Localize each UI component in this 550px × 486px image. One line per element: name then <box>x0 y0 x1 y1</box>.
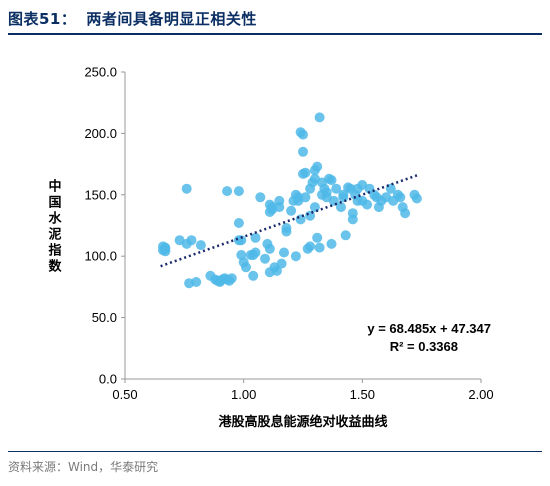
data-point <box>241 262 251 273</box>
data-point <box>400 208 411 219</box>
y-axis-label-char: 泥 <box>48 228 61 243</box>
data-point <box>281 223 292 233</box>
data-point <box>293 192 304 203</box>
scatter-chart: 0.0 50.0 100.0 150.0 200.0 250.0 0.50 1.00 1.50 2… <box>48 65 493 431</box>
figure-title-text: 两者间具备明显正相关性 <box>86 10 257 28</box>
data-point <box>336 202 346 213</box>
x-axis-label: 港股高股息能源绝对收益曲线 <box>218 414 387 430</box>
footer-divider <box>8 451 542 452</box>
data-point <box>300 167 311 178</box>
y-tick-label: 50.0 <box>92 310 117 325</box>
r-squared-label: R² = 0.3368 <box>390 339 458 354</box>
data-point <box>186 235 197 246</box>
data-point <box>255 192 266 203</box>
figure-title: 图表51： 两者间具备明显正相关性 <box>8 8 257 29</box>
header-divider <box>8 33 542 35</box>
data-point <box>274 195 285 206</box>
y-axis-label-char: 国 <box>48 196 61 211</box>
chart-trendline <box>160 174 418 268</box>
data-point <box>314 112 325 123</box>
linear-trendline <box>160 174 418 268</box>
y-axis-label-char: 数 <box>48 259 62 275</box>
data-point <box>267 202 278 213</box>
x-tick-label: 0.50 <box>112 387 137 402</box>
data-point <box>338 192 349 203</box>
data-point <box>195 240 206 251</box>
figure-header: 图表51： 两者间具备明显正相关性 <box>0 0 550 36</box>
data-point <box>260 253 270 264</box>
data-point <box>233 218 244 228</box>
data-point <box>160 246 171 257</box>
data-point <box>276 258 287 269</box>
data-point <box>236 235 247 246</box>
data-point <box>314 242 325 253</box>
y-axis-label-char: 中 <box>48 179 61 195</box>
chart-points <box>158 112 422 289</box>
data-point <box>226 273 237 284</box>
y-tick-label: 0.0 <box>99 372 117 387</box>
data-point <box>362 199 373 210</box>
x-tick-label: 1.00 <box>231 387 256 402</box>
data-point <box>300 192 311 203</box>
data-point <box>222 186 233 197</box>
y-axis-label-char: 水 <box>48 211 62 227</box>
data-point <box>264 243 275 254</box>
data-point <box>331 183 342 194</box>
data-point <box>309 202 320 213</box>
data-point <box>347 214 358 225</box>
data-point <box>271 265 282 276</box>
chart-axes <box>124 72 481 380</box>
chart-ticks: 0.0 50.0 100.0 150.0 200.0 250.0 0.50 1.00 1.50 2… <box>84 65 493 403</box>
source-note: 资料来源：Wind，华泰研究 <box>8 460 159 474</box>
y-tick-label: 200.0 <box>84 126 117 141</box>
regression-equation: y = 68.485x + 47.347 <box>367 321 491 336</box>
data-point <box>312 161 323 172</box>
data-point <box>279 247 289 258</box>
x-tick-label: 2.00 <box>468 387 493 402</box>
figure-number: 图表51： <box>8 10 77 28</box>
data-point <box>298 129 308 140</box>
data-point <box>233 186 244 197</box>
x-tick-label: 1.50 <box>350 387 375 402</box>
data-point <box>305 241 316 252</box>
data-point <box>250 247 261 258</box>
data-point <box>298 146 308 157</box>
data-point <box>395 192 406 203</box>
data-point <box>181 183 192 194</box>
y-tick-label: 150.0 <box>84 187 117 202</box>
data-point <box>326 175 337 186</box>
data-point <box>305 210 316 221</box>
data-point <box>312 232 323 243</box>
y-tick-label: 100.0 <box>84 249 117 264</box>
data-point <box>290 251 301 262</box>
data-point <box>286 205 297 216</box>
data-point <box>411 193 422 204</box>
data-point <box>340 230 351 241</box>
y-tick-label: 250.0 <box>84 65 117 80</box>
y-axis-label-char: 指 <box>48 243 61 259</box>
data-point <box>248 270 259 281</box>
data-point <box>295 214 306 225</box>
data-point <box>326 238 337 249</box>
data-point <box>250 232 261 243</box>
data-point <box>191 277 202 287</box>
